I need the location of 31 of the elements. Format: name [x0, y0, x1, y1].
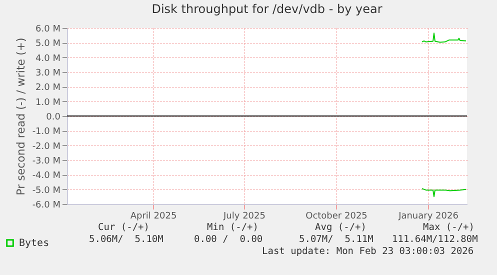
y-tick-label: -2.0 M — [32, 142, 60, 152]
x-tick-label: October 2025 — [306, 212, 368, 222]
y-tick-label: 4.0 M — [36, 54, 60, 64]
y-tick-label: 5.0 M — [36, 39, 60, 50]
text: Last update: Mon Feb 23 03:00:03 2026 — [262, 246, 474, 257]
text: 5.06M/ 5.10M — [89, 234, 164, 245]
x-tick-label: April 2025 — [130, 212, 177, 222]
text: 5.07M/ 5.11M — [299, 234, 374, 245]
x-tick-label: July 2025 — [222, 212, 266, 222]
y-axis-title: Pr second read (-) / write (+) — [14, 38, 28, 196]
line-series — [422, 32, 466, 43]
text: Avg (-/+) — [315, 222, 366, 233]
legend-label: Bytes — [19, 238, 50, 249]
y-tick-label: -5.0 M — [32, 186, 60, 196]
y-tick-label: -4.0 M — [32, 171, 60, 182]
y-tick-label: 6.0 M — [36, 24, 60, 34]
y-tick-label: 1.0 M — [36, 98, 60, 108]
y-tick-label: -1.0 M — [32, 127, 60, 138]
y-tick-label: 2.0 M — [36, 83, 60, 94]
y-tick-label: -6.0 M — [32, 200, 60, 210]
y-tick-label: 3.0 M — [36, 68, 60, 78]
y-tick-label: -3.0 M — [32, 156, 60, 166]
text: 0.00 / 0.00 — [194, 234, 263, 245]
text: 111.64M/112.80M — [392, 234, 478, 245]
chart-title: Disk throughput for /dev/vdb - by year — [152, 2, 382, 16]
text: Min (-/+) — [207, 222, 258, 233]
text: Max (-/+) — [423, 222, 474, 233]
line-series — [422, 188, 466, 198]
text: Cur (-/+) — [98, 222, 150, 233]
x-tick-label: January 2026 — [398, 212, 459, 222]
y-tick-label: 0.0 — [46, 112, 61, 122]
